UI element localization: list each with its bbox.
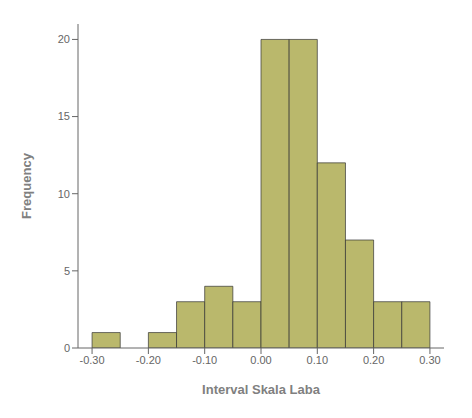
svg-text:Interval Skala Laba: Interval Skala Laba [202,382,321,397]
svg-text:20: 20 [58,33,70,45]
svg-text:0.20: 0.20 [363,354,384,366]
svg-text:15: 15 [58,110,70,122]
svg-text:-0.20: -0.20 [136,354,161,366]
svg-text:0: 0 [64,342,70,354]
svg-text:-0.10: -0.10 [192,354,217,366]
svg-text:Frequency: Frequency [19,152,34,219]
svg-text:0.10: 0.10 [307,354,328,366]
svg-text:5: 5 [64,265,70,277]
svg-text:0.00: 0.00 [250,354,271,366]
svg-text:0.30: 0.30 [419,354,440,366]
svg-text:-0.30: -0.30 [80,354,105,366]
svg-text:10: 10 [58,188,70,200]
